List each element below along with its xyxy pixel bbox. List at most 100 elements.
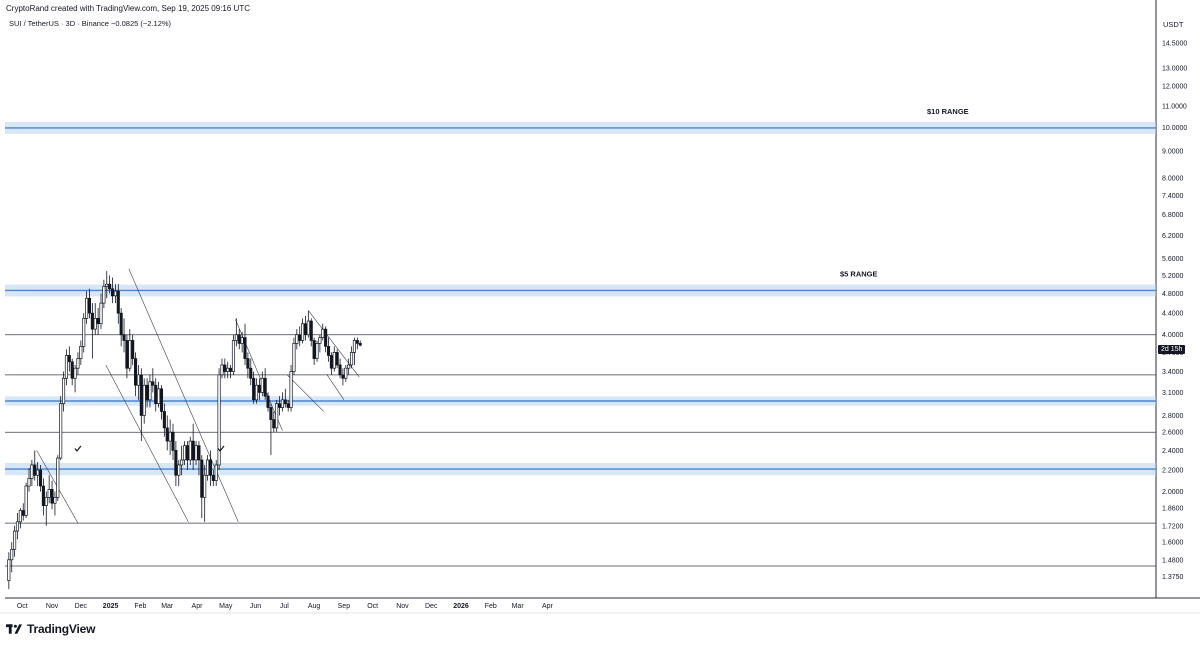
candle-body (231, 340, 236, 372)
candle-body (321, 328, 325, 338)
candle-body (272, 419, 276, 429)
y-tick-label: 2.2000 (1162, 468, 1184, 475)
y-tick-label: 11.0000 (1162, 103, 1187, 110)
candle-body (162, 411, 166, 429)
x-tick-label: Dec (75, 603, 88, 610)
candle-body (358, 343, 362, 346)
candle-body (36, 469, 40, 476)
candle-body (223, 364, 227, 372)
x-tick-label: 2025 (103, 603, 119, 610)
y-tick-label: 4.8000 (1162, 291, 1184, 298)
y-tick-label: 3.4000 (1162, 369, 1184, 376)
candle-body (338, 364, 342, 376)
candle-body (206, 459, 210, 476)
y-tick-label: 1.8600 (1162, 506, 1184, 513)
range-label: $10 RANGE (927, 107, 969, 116)
y-tick-label: 9.0000 (1162, 149, 1184, 156)
candle-body (113, 290, 117, 297)
y-tick-label: 6.2000 (1162, 233, 1184, 240)
x-tick-label: Apr (542, 603, 554, 610)
candle-body (208, 459, 212, 476)
candle-body (283, 399, 287, 405)
candle-body (148, 381, 152, 401)
candle-body (59, 403, 63, 459)
candle-body (344, 367, 348, 379)
y-tick-label: 5.2000 (1162, 273, 1184, 280)
y-tick-label: 4.4000 (1162, 311, 1184, 318)
candle-body (56, 457, 60, 498)
candle-body (96, 318, 100, 325)
candle-body (145, 384, 149, 401)
candle-body (191, 440, 195, 461)
candle-body (18, 510, 22, 523)
candle-body (105, 283, 109, 287)
candle-body (318, 337, 322, 344)
candle-body (122, 334, 126, 341)
candle-body (303, 323, 308, 336)
x-tick-label: Mar (161, 603, 174, 610)
y-tick-label: 3.1000 (1162, 390, 1184, 397)
y-tick-label: 4.0000 (1162, 332, 1184, 339)
candle-body (229, 367, 233, 372)
candle-body (67, 355, 71, 363)
checkmark-icon (217, 445, 225, 452)
x-tick-label: Aug (308, 603, 321, 610)
candle-body (7, 559, 11, 581)
candle-body (309, 320, 313, 341)
candle-body (352, 340, 356, 353)
candle-body (119, 312, 123, 336)
candle-body (341, 374, 345, 379)
attribution-text: CryptoRand created with TradingView.com,… (6, 4, 250, 13)
candle-body (142, 384, 146, 416)
candle-body (237, 334, 241, 344)
candle-body (87, 297, 92, 314)
candle-body (125, 340, 129, 369)
x-tick-label: Feb (485, 603, 497, 610)
candle-body (226, 367, 230, 372)
y-tick-label: 12.0000 (1162, 84, 1187, 91)
candle-body (240, 337, 244, 344)
candle-body (260, 377, 264, 393)
y-tick-label: 8.0000 (1162, 175, 1184, 182)
candle-body (131, 340, 135, 359)
candle-body (214, 464, 218, 481)
tradingview-logo-text: TradingView (27, 622, 96, 636)
candle-body (62, 377, 66, 405)
candle-body (27, 478, 31, 487)
candle-body (263, 377, 267, 397)
candle-body (220, 364, 224, 376)
candle-body (151, 381, 155, 386)
candle-body (168, 431, 172, 442)
candle-body (188, 440, 192, 461)
candle-body (73, 367, 77, 379)
tradingview-logo[interactable]: TradingView (6, 622, 95, 636)
candle-body (33, 464, 37, 476)
y-tick-label: 2.6000 (1162, 430, 1184, 437)
candle-body (211, 474, 215, 481)
candle-body (289, 371, 293, 408)
checkmark-icon (74, 445, 82, 452)
x-tick-label: Nov (46, 603, 59, 610)
candle-body (266, 395, 270, 408)
candle-body (102, 286, 106, 304)
tradingview-logo-icon (6, 623, 22, 634)
y-tick-label: 1.4800 (1162, 557, 1184, 564)
candle-body (128, 340, 132, 369)
candle-body (38, 469, 43, 487)
candle-body (108, 283, 112, 290)
x-tick-label: Oct (17, 603, 28, 610)
y-tick-label: 1.3750 (1162, 574, 1184, 581)
candle-body (53, 497, 57, 504)
candle-body (159, 388, 164, 412)
candle-body (275, 403, 279, 429)
candle-body (295, 334, 299, 344)
candle-body (64, 355, 68, 379)
candle-body (15, 521, 20, 532)
candle-body (243, 337, 247, 359)
candle-body (292, 343, 296, 372)
candle-body (99, 302, 103, 325)
candle-body (269, 407, 273, 420)
y-tick-label: 6.8000 (1162, 212, 1184, 219)
trendline (308, 310, 360, 378)
